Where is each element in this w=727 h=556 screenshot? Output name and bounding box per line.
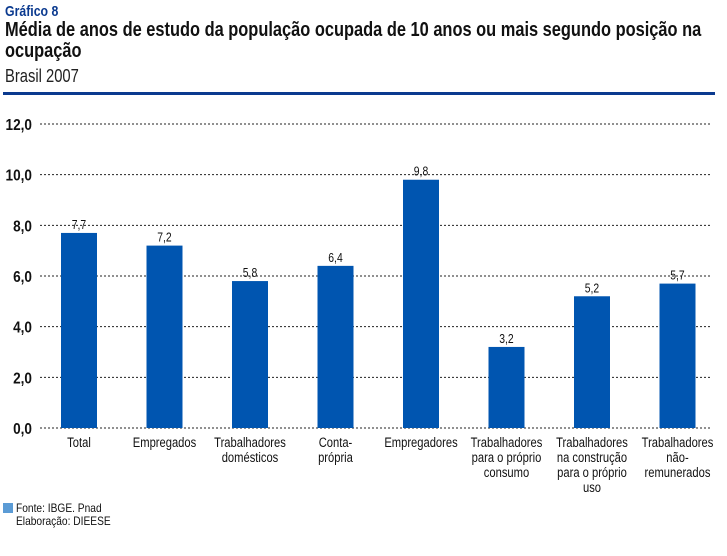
value-label: 9,8	[414, 165, 429, 179]
x-tick-label: para o próprio	[472, 450, 542, 465]
x-axis: Total Empregados TrabalhadoresdomésticosCo…	[67, 435, 713, 495]
y-tick-label: 2,0	[13, 370, 32, 387]
chart-title: Média de anos de estudo da população ocu…	[5, 19, 702, 62]
y-tick-label: 8,0	[13, 218, 32, 235]
x-tick-label: uso	[583, 480, 601, 495]
x-tick-label: Empregados	[133, 435, 196, 450]
chart-kicker: Gráfico 8	[5, 3, 59, 20]
credit-line: Elaboração: DIEESE	[16, 514, 111, 528]
header-divider	[3, 92, 715, 95]
chart-subtitle: Brasil 2007	[5, 66, 79, 86]
bar	[146, 245, 183, 428]
x-tick-label: própria	[318, 450, 354, 465]
x-tick-label: consumo	[484, 465, 529, 480]
value-label: 6,4	[328, 251, 343, 265]
x-tick-label: remunerados	[645, 465, 711, 480]
x-tick-label: Conta-	[319, 435, 353, 450]
value-label: 3,2	[499, 332, 513, 346]
x-tick-label: Empregadores	[384, 435, 457, 450]
bar	[488, 346, 525, 428]
value-label: 7,2	[157, 231, 171, 245]
bars	[61, 179, 696, 428]
x-tick-label: Total	[67, 435, 91, 450]
bar	[61, 232, 97, 428]
x-tick-label: na construção	[557, 450, 627, 465]
y-tick-label: 12,0	[6, 117, 32, 134]
y-axis: 0,0 2,0 4,0 6,0 8,0 10,0 12,0	[6, 117, 32, 438]
bar	[574, 296, 610, 428]
x-tick-label: Trabalhadores	[642, 435, 714, 450]
x-tick-label: Trabalhadores	[214, 435, 286, 450]
y-tick-label: 4,0	[13, 320, 32, 337]
bar	[403, 179, 439, 428]
value-label: 7,7	[72, 218, 86, 232]
x-tick-label: não-	[666, 450, 688, 465]
y-tick-label: 10,0	[6, 168, 32, 185]
source-line: Fonte: IBGE. Pnad	[16, 501, 102, 515]
value-labels: 7,7 7,2 5,8 6,4 9,8 3,2 5,2 5,7	[72, 165, 685, 347]
y-tick-label: 0,0	[13, 421, 32, 438]
value-label: 5,2	[585, 281, 599, 295]
bar	[659, 283, 696, 428]
value-label: 5,7	[670, 269, 684, 283]
value-label: 5,8	[243, 266, 258, 280]
bar	[317, 265, 354, 428]
bar	[232, 281, 268, 428]
x-tick-label: para o próprio	[557, 465, 627, 480]
x-tick-label: Trabalhadores	[471, 435, 543, 450]
x-tick-label: domésticos	[222, 450, 279, 465]
x-tick-label: Trabalhadores	[556, 435, 628, 450]
gridlines	[40, 123, 712, 429]
source-swatch	[3, 503, 13, 513]
y-tick-label: 6,0	[13, 269, 32, 286]
